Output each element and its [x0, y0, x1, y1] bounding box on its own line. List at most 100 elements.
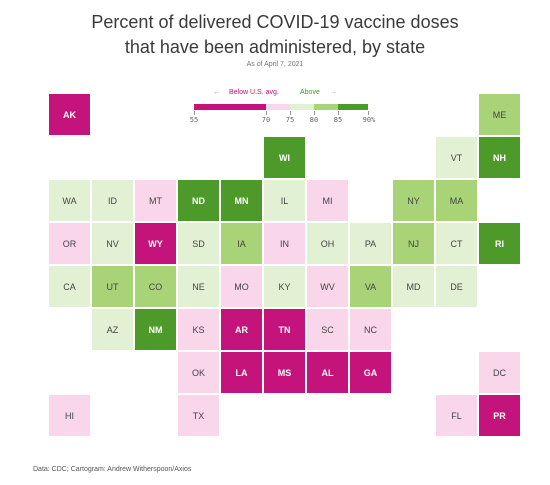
chart-title: Percent of delivered COVID-19 vaccine do… [0, 10, 550, 60]
state-tile-sd: SD [178, 223, 219, 264]
state-label: HI [65, 410, 74, 421]
state-label: MS [277, 367, 292, 378]
legend-tick [338, 111, 339, 115]
chart-title-line-2: that have been administered, by state [124, 37, 426, 57]
state-label: IN [280, 238, 289, 249]
legend-tick [368, 111, 369, 115]
state-tile-ca: CA [49, 266, 90, 307]
state-tile-ny: NY [393, 180, 434, 221]
state-label: FL [451, 410, 462, 421]
state-label: CA [63, 281, 76, 292]
state-tile-ia: IA [221, 223, 262, 264]
arrow-right-icon: → [330, 89, 337, 96]
state-tile-nm: NM [135, 309, 176, 350]
state-label: MD [406, 281, 421, 292]
state-label: AR [235, 324, 248, 335]
state-tile-id: ID [92, 180, 133, 221]
state-tile-ga: GA [350, 352, 391, 393]
state-tile-la: LA [221, 352, 262, 393]
state-label: PA [364, 238, 377, 249]
legend-above-label: Above [300, 89, 320, 96]
state-label: OK [191, 367, 205, 378]
state-tile-pa: PA [350, 223, 391, 264]
legend-bin-70-75 [266, 104, 290, 110]
state-tile-nc: NC [350, 309, 391, 350]
state-label: MO [234, 281, 249, 292]
as-of-date: As of April 7, 2021 [246, 61, 304, 68]
chart-title-line-1: Percent of delivered COVID-19 vaccine do… [91, 12, 459, 32]
state-label: NH [493, 152, 506, 163]
state-tile-md: MD [393, 266, 434, 307]
state-tile-nh: NH [479, 137, 520, 178]
state-tile-hi: HI [49, 395, 90, 436]
state-tile-ms: MS [264, 352, 305, 393]
state-tile-oh: OH [307, 223, 348, 264]
state-tile-in: IN [264, 223, 305, 264]
arrow-left-icon: ← [213, 89, 220, 96]
state-label: ME [492, 109, 507, 120]
legend-tick-label: 80 [309, 116, 319, 124]
state-label: MI [322, 195, 333, 206]
state-tile-il: IL [264, 180, 305, 221]
legend-bin-55-70 [194, 104, 266, 110]
state-label: OH [320, 238, 335, 249]
state-label: TN [278, 324, 291, 335]
state-label: MA [449, 195, 464, 206]
state-label: AK [63, 109, 76, 120]
state-tile-sc: SC [307, 309, 348, 350]
state-label: GA [363, 367, 378, 378]
state-tile-ma: MA [436, 180, 477, 221]
state-tile-fl: FL [436, 395, 477, 436]
state-tile-tx: TX [178, 395, 219, 436]
state-tile-ut: UT [92, 266, 133, 307]
state-tile-co: CO [135, 266, 176, 307]
legend-tick-label: 55 [189, 116, 199, 124]
state-tile-me: ME [479, 94, 520, 135]
state-label: LA [235, 367, 248, 378]
state-tile-az: AZ [92, 309, 133, 350]
legend-tick-label: 70 [261, 116, 271, 124]
state-label: AL [321, 367, 334, 378]
state-label: NY [407, 195, 420, 206]
state-tile-vt: VT [436, 137, 477, 178]
state-tile-dc: DC [479, 352, 520, 393]
state-label: IA [237, 238, 246, 249]
legend-bin-85-90 [338, 104, 368, 110]
state-tile-wi: WI [264, 137, 305, 178]
source-note: Data: CDC; Cartogram: Andrew Witherspoon… [33, 466, 192, 473]
state-label: WI [279, 152, 290, 163]
state-tile-ok: OK [178, 352, 219, 393]
state-tile-or: OR [49, 223, 90, 264]
state-label: NV [106, 238, 119, 249]
state-label: KS [192, 324, 205, 335]
state-tile-nj: NJ [393, 223, 434, 264]
state-label: RI [495, 238, 504, 249]
state-label: OR [62, 238, 77, 249]
state-label: NE [192, 281, 205, 292]
legend-tick [290, 111, 291, 115]
state-label: CT [450, 238, 463, 249]
state-tile-ne: NE [178, 266, 219, 307]
state-label: WV [320, 281, 335, 292]
legend-tick-label: 85 [333, 116, 343, 124]
state-label: CO [148, 281, 163, 292]
state-tile-mt: MT [135, 180, 176, 221]
state-label: MT [149, 195, 162, 206]
state-tile-ct: CT [436, 223, 477, 264]
state-label: KY [278, 281, 291, 292]
state-label: PR [493, 410, 506, 421]
legend-tick [314, 111, 315, 115]
state-tile-ar: AR [221, 309, 262, 350]
state-tile-nv: NV [92, 223, 133, 264]
state-label: WA [62, 195, 77, 206]
state-tile-wv: WV [307, 266, 348, 307]
state-label: DE [450, 281, 463, 292]
legend-bin-80-85 [314, 104, 338, 110]
state-tile-ri: RI [479, 223, 520, 264]
state-label: UT [106, 281, 119, 292]
state-label: TX [192, 410, 205, 421]
state-tile-de: DE [436, 266, 477, 307]
state-tile-wa: WA [49, 180, 90, 221]
state-label: NJ [408, 238, 419, 249]
state-label: SD [192, 238, 205, 249]
